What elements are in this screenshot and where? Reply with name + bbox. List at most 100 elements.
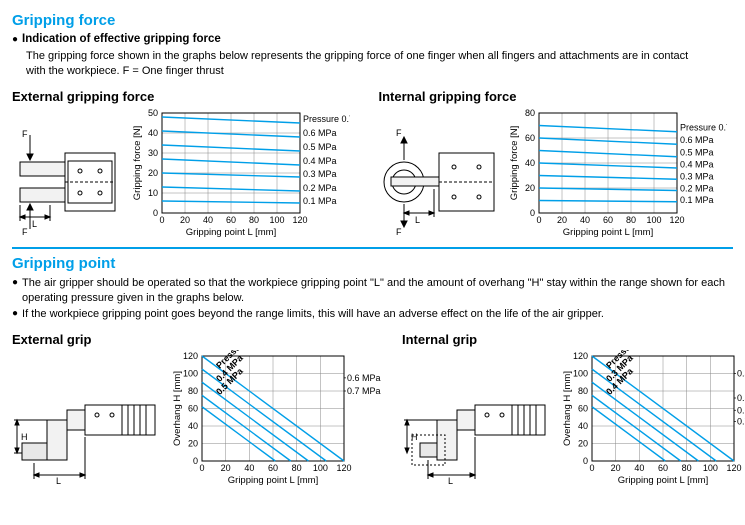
svg-text:0: 0 [529,208,534,218]
divider [12,247,733,249]
svg-text:50: 50 [148,108,158,118]
svg-text:0.1 MPa: 0.1 MPa [303,196,337,206]
svg-text:0.2 MPa: 0.2 MPa [303,183,337,193]
svg-text:Gripping point L [mm]: Gripping point L [mm] [228,475,318,485]
label-h: H [21,432,28,442]
schematic-internal-grip: H L [402,385,552,485]
svg-text:40: 40 [188,421,198,431]
bullet-icon: ● [12,276,18,290]
svg-text:40: 40 [203,215,213,225]
svg-text:Gripping force [N]: Gripping force [N] [509,125,520,199]
svg-text:0.5 MPa: 0.5 MPa [680,147,714,157]
svg-text:0.4 MPa: 0.4 MPa [303,156,337,166]
svg-text:0.6 MPa: 0.6 MPa [737,405,745,415]
svg-text:20: 20 [221,463,231,473]
bullet-icon: ● [12,33,18,47]
svg-text:0.7 MPa: 0.7 MPa [347,386,381,396]
bullet-text: If the workpiece gripping point goes bey… [22,307,604,322]
svg-text:60: 60 [226,215,236,225]
svg-text:120: 120 [183,351,198,361]
svg-text:20: 20 [188,439,198,449]
svg-text:0.7 MPa: 0.7 MPa [737,417,745,427]
svg-text:Gripping force [N]: Gripping force [N] [132,125,143,199]
chart-external-grip: 020406080100120020406080100120Pressure 0… [170,350,390,485]
svg-text:0: 0 [536,215,541,225]
svg-text:120: 120 [669,215,684,225]
subheading-external-grip: External grip [12,332,390,347]
svg-text:0.6 MPa: 0.6 MPa [303,128,337,138]
svg-text:0.3 MPa: 0.3 MPa [737,369,745,379]
label-h: H [411,432,418,442]
section-title: Gripping force [12,12,733,29]
svg-text:100: 100 [573,369,588,379]
svg-text:Gripping point L [mm]: Gripping point L [mm] [618,475,708,485]
label-l: L [56,476,61,485]
description-line: The gripping force shown in the graphs b… [26,49,733,64]
svg-text:0.4 MPa: 0.4 MPa [680,159,714,169]
svg-text:80: 80 [682,463,692,473]
svg-text:60: 60 [188,404,198,414]
svg-text:80: 80 [249,215,259,225]
svg-text:0.5 MPa: 0.5 MPa [303,142,337,152]
svg-text:Pressure 0.7MPa: Pressure 0.7MPa [303,114,350,124]
label-f: F [396,128,402,138]
svg-text:20: 20 [578,439,588,449]
chart-internal-grip: 020406080100120020406080100120Pressure 0… [560,350,745,485]
label-l: L [415,215,420,225]
subheading-internal-force: Internal gripping force [379,89,734,104]
svg-text:0: 0 [153,208,158,218]
svg-text:Pressure 0.7 MPa: Pressure 0.7 MPa [680,122,727,132]
svg-text:100: 100 [703,463,718,473]
label-f: F [22,227,28,237]
svg-text:20: 20 [524,183,534,193]
svg-text:30: 30 [148,148,158,158]
svg-text:0.3 MPa: 0.3 MPa [680,171,714,181]
section-title: Gripping point [12,255,733,272]
subheading-internal-grip: Internal grip [402,332,745,347]
svg-text:10: 10 [148,188,158,198]
chart-external-force: 02040608010012001020304050Pressure 0.7MP… [130,107,350,237]
chart-internal-force: 020406080100120020406080Pressure 0.7 MPa… [507,107,727,237]
bullet-text: The air gripper should be operated so th… [22,276,733,306]
svg-text:80: 80 [292,463,302,473]
schematic-external-force: F F L [12,127,122,237]
svg-text:Overhang H [mm]: Overhang H [mm] [562,371,573,446]
svg-text:60: 60 [658,463,668,473]
label-l: L [448,476,453,485]
schematic-external-grip: H L [12,385,162,485]
svg-text:60: 60 [524,133,534,143]
svg-text:100: 100 [269,215,284,225]
svg-text:0: 0 [589,463,594,473]
svg-text:Gripping point L [mm]: Gripping point L [mm] [186,227,276,237]
schematic-internal-force: F F L [379,127,499,237]
svg-text:100: 100 [646,215,661,225]
svg-text:40: 40 [634,463,644,473]
svg-text:40: 40 [524,158,534,168]
svg-text:0.6 MPa: 0.6 MPa [347,373,381,383]
svg-text:60: 60 [268,463,278,473]
svg-text:Overhang H [mm]: Overhang H [mm] [172,371,183,446]
svg-text:0.1 MPa: 0.1 MPa [680,195,714,205]
svg-text:20: 20 [148,168,158,178]
svg-text:0.2 MPa: 0.2 MPa [680,183,714,193]
svg-text:100: 100 [183,369,198,379]
svg-text:120: 120 [292,215,307,225]
svg-text:0: 0 [193,456,198,466]
svg-text:0: 0 [583,456,588,466]
svg-text:100: 100 [313,463,328,473]
svg-text:80: 80 [188,386,198,396]
svg-text:120: 120 [336,463,351,473]
svg-text:20: 20 [611,463,621,473]
svg-text:0.6 MPa: 0.6 MPa [680,135,714,145]
label-l: L [32,219,37,229]
svg-text:40: 40 [578,421,588,431]
label-f: F [22,129,28,139]
svg-text:40: 40 [579,215,589,225]
bullet-icon: ● [12,307,18,321]
svg-text:20: 20 [556,215,566,225]
svg-text:40: 40 [148,128,158,138]
svg-text:Gripping point L [mm]: Gripping point L [mm] [562,227,652,237]
svg-text:120: 120 [573,351,588,361]
svg-text:0.3 MPa: 0.3 MPa [303,169,337,179]
description-line: with the workpiece. F = One finger thrus… [26,64,733,79]
